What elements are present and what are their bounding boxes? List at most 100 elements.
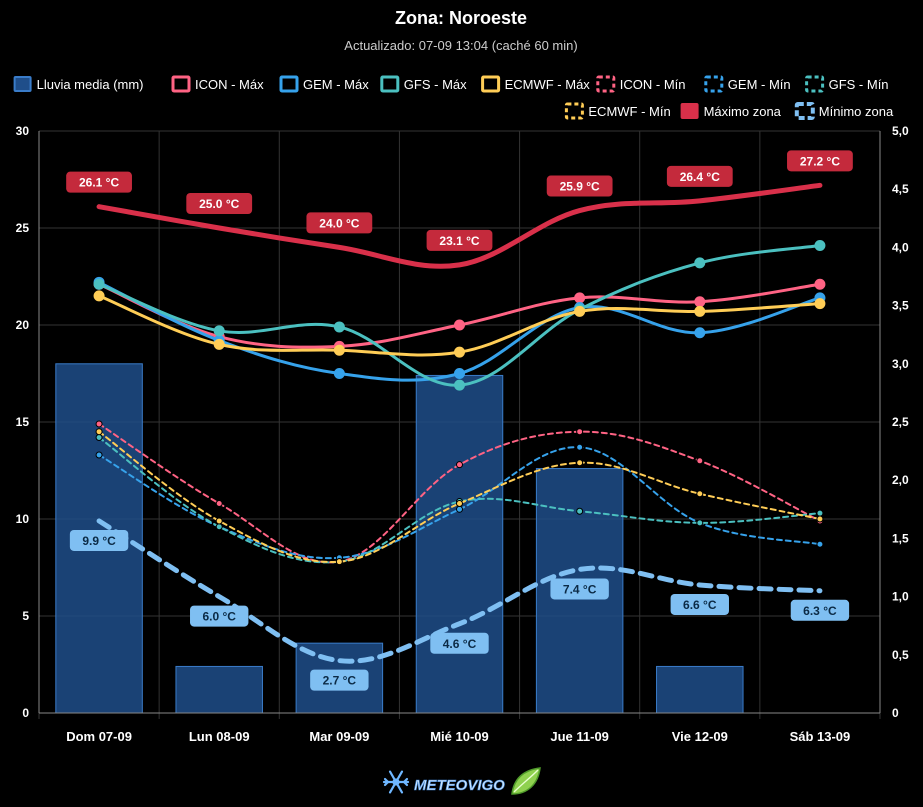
x-tick-label: Dom 07-09: [66, 729, 132, 744]
data-label-bg: [306, 212, 373, 234]
y-left-tick-label: 20: [16, 318, 30, 332]
data-point: [454, 368, 465, 379]
data-point: [215, 499, 223, 507]
data-label-text: 9.9 °C: [82, 534, 116, 548]
legend-item-icon-m-n[interactable]: ICON - Mín: [596, 75, 686, 93]
x-tick-label: Sáb 13-09: [790, 729, 851, 744]
data-point: [333, 321, 345, 333]
legend-swatch: [481, 75, 501, 93]
data-label-bg: [69, 529, 129, 551]
data-point: [95, 451, 103, 459]
data-point: [696, 490, 704, 498]
legend-swatch: [171, 75, 191, 93]
data-point: [335, 558, 343, 566]
chart-title: Zona: Noroeste: [395, 8, 527, 28]
data-point: [694, 305, 706, 317]
y-right-tick-label: 1,0: [892, 590, 909, 604]
logo-text: METEOVIGO: [414, 777, 505, 794]
data-point: [694, 257, 706, 269]
legend-item-ecmwf-m-n[interactable]: ECMWF - Mín: [564, 102, 671, 120]
data-point: [574, 305, 586, 317]
y-right-tick-label: 3,5: [892, 299, 909, 313]
data-label-text: 6.3 °C: [803, 604, 837, 618]
data-label: 2.7 °C: [310, 669, 369, 691]
data-point: [213, 338, 225, 350]
legend-item-m-ximo-zona[interactable]: Máximo zona: [680, 103, 782, 119]
data-label-bg: [190, 605, 249, 627]
legend-swatch: [13, 76, 32, 92]
data-label-bg: [790, 599, 850, 621]
data-label: 25.0 °C: [186, 193, 253, 214]
series-line: [96, 182, 823, 269]
data-point: [696, 457, 704, 465]
data-point: [454, 379, 465, 391]
legend-item-ecmwf-m-x[interactable]: ECMWF - Máx: [481, 75, 591, 93]
legend-swatch: [680, 103, 699, 119]
series-ecmwf-m-n: [95, 428, 824, 566]
y-right-tick-label: 2,5: [892, 415, 909, 429]
data-point: [213, 325, 225, 337]
data-label-bg: [310, 669, 369, 691]
y-left-tick-label: 0: [22, 706, 29, 720]
legend-item-gem-m-x[interactable]: GEM - Máx: [279, 75, 369, 93]
data-label-bg: [186, 193, 253, 214]
data-point: [95, 428, 103, 436]
y-left-tick-label: 10: [16, 512, 30, 526]
chart-subtitle: Actualizado: 07-09 13:04 (caché 60 min): [344, 38, 577, 53]
legend-swatch: [794, 102, 815, 120]
data-point: [814, 278, 826, 290]
legend-label: GFS - Mín: [829, 77, 889, 92]
data-point: [574, 292, 586, 304]
data-point: [215, 517, 223, 525]
data-point: [816, 509, 824, 517]
data-point: [215, 523, 223, 531]
data-label-bg: [666, 165, 733, 187]
legend-item-lluvia-media-mm[interactable]: Lluvia media (mm): [13, 76, 144, 92]
y-right-tick-label: 1,5: [892, 531, 909, 545]
data-label-bg: [66, 171, 132, 193]
data-label: 26.4 °C: [666, 165, 733, 187]
data-label: 23.1 °C: [426, 229, 493, 251]
meteovigo-logo: METEOVIGO: [382, 767, 541, 795]
leaf-icon: [511, 767, 541, 795]
y-left-tick-label: 25: [16, 221, 30, 235]
series-m-nimo-zona: [96, 518, 823, 664]
data-label-text: 27.2 °C: [800, 154, 840, 168]
legend-label: ECMWF - Máx: [505, 77, 591, 92]
data-label-text: 4.6 °C: [443, 637, 477, 651]
legend-label: ICON - Máx: [195, 77, 264, 92]
y-right-tick-label: 0,5: [892, 648, 909, 662]
data-label: 27.2 °C: [787, 150, 853, 172]
x-tick-label: Mar 09-09: [309, 729, 369, 744]
legend-swatch: [596, 75, 616, 93]
series-m-ximo-zona: [96, 182, 823, 269]
legend-item-gem-m-n[interactable]: GEM - Mín: [704, 75, 791, 93]
axes: 0 5 10 15 20 25 30 0 0,5 1,0 1,5 2,0 2,5 3,0 3,5 4,0 4,5…: [16, 124, 909, 744]
legend-item-m-nimo-zona[interactable]: Mínimo zona: [794, 102, 894, 120]
y-right-tick-label: 3,0: [892, 357, 909, 371]
x-tick-label: Lun 08-09: [189, 729, 250, 744]
data-point: [456, 461, 463, 469]
x-tick-label: Mié 10-09: [430, 729, 489, 744]
data-label-text: 26.4 °C: [680, 170, 720, 184]
legend-item-icon-m-x[interactable]: ICON - Máx: [171, 75, 264, 93]
data-point: [814, 298, 826, 310]
series-line: [97, 280, 822, 382]
legend-item-gfs-m-x[interactable]: GFS - Máx: [380, 75, 467, 93]
legend[interactable]: Lluvia media (mm) ICON - Máx GEM - Máx GFS …: [13, 75, 894, 120]
data-label-text: 23.1 °C: [439, 234, 479, 248]
data-point: [95, 420, 103, 428]
rain-bar: [656, 665, 744, 714]
data-point: [456, 499, 463, 507]
data-label: 4.6 °C: [430, 632, 489, 654]
data-label: 9.9 °C: [69, 529, 129, 551]
y-right-tick-label: 4,0: [892, 240, 909, 254]
legend-label: Mínimo zona: [819, 104, 894, 119]
x-tick-label: Jue 11-09: [550, 729, 609, 744]
legend-item-gfs-m-n[interactable]: GFS - Mín: [805, 75, 889, 93]
data-point: [333, 344, 345, 356]
series-ecmwf-m-x: [93, 290, 826, 358]
data-point: [333, 368, 345, 379]
